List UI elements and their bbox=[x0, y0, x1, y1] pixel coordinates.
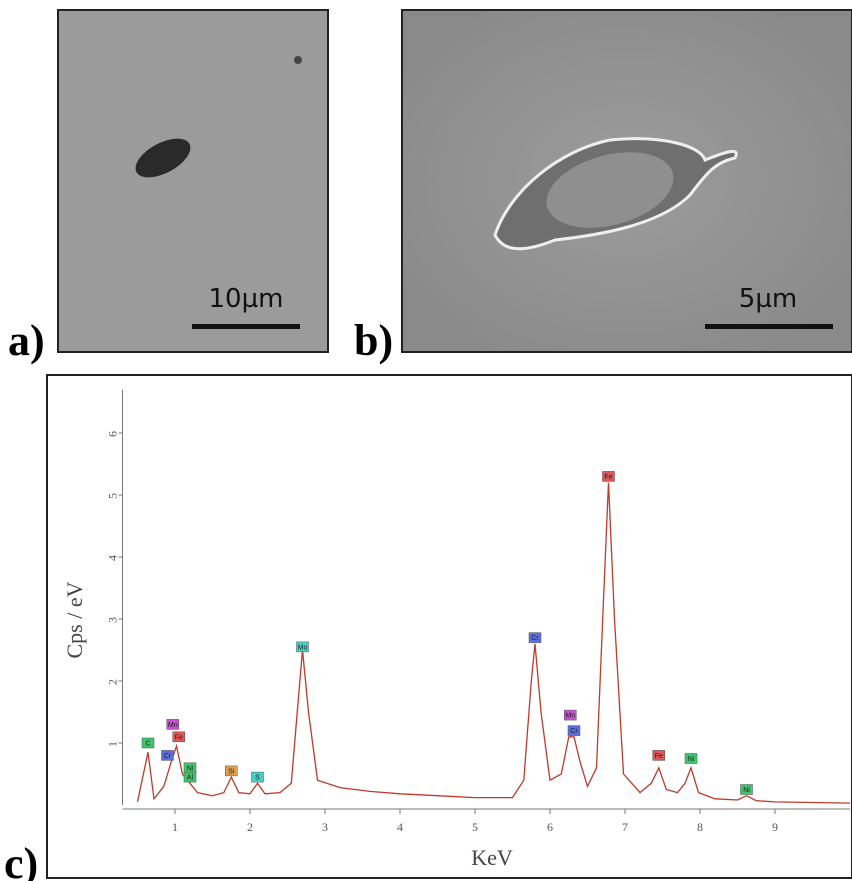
peak-label: C bbox=[145, 741, 150, 748]
peak-label: Fe bbox=[655, 753, 663, 760]
x-tick-label: 1 bbox=[172, 820, 178, 834]
y-tick-label: 1 bbox=[106, 741, 120, 747]
peak-label: Mn bbox=[168, 722, 178, 729]
panel-label: c) bbox=[4, 839, 38, 881]
x-tick-label: 6 bbox=[547, 820, 553, 834]
plot: 1 2 3 4 5 6 1 2 3 4 5 6 7 8 9 C Cr Mn Fe Ni Al Si S Mo Cr Mn Cr Fe F… bbox=[106, 389, 851, 834]
x-tick-label: 8 bbox=[697, 820, 703, 834]
x-tick-label: 7 bbox=[622, 820, 628, 834]
peak-tag bbox=[602, 471, 615, 482]
y-axis-label: Cps / eV bbox=[62, 581, 87, 658]
x-tick-label: 2 bbox=[247, 820, 253, 834]
peak-tag bbox=[225, 765, 238, 777]
peak-tag bbox=[564, 709, 577, 721]
peak-label: S bbox=[255, 775, 260, 782]
peak-label: Si bbox=[228, 768, 235, 775]
peak-label: Fe bbox=[604, 474, 612, 481]
particle bbox=[294, 56, 302, 64]
x-tick-label: 3 bbox=[322, 820, 328, 834]
y-tick-label: 5 bbox=[106, 493, 120, 499]
panel-label: b) bbox=[354, 316, 393, 365]
panel-label: a) bbox=[8, 316, 45, 365]
peak-tag bbox=[740, 784, 753, 795]
peak-tag bbox=[172, 731, 185, 743]
peak-tag bbox=[161, 750, 174, 761]
scale-label: 10µm bbox=[209, 284, 284, 314]
peak-label: Ni bbox=[743, 787, 750, 794]
sem-image-a bbox=[57, 9, 329, 353]
peak-label: Mn bbox=[565, 713, 575, 720]
peak-tag bbox=[251, 771, 264, 783]
peak-label: Ni bbox=[688, 756, 695, 763]
peak-label: Cr bbox=[531, 635, 539, 642]
inclusion-core bbox=[546, 152, 674, 228]
y-tick-label: 4 bbox=[106, 555, 120, 561]
spectrum-line bbox=[136, 482, 851, 804]
peak-tag bbox=[141, 737, 155, 749]
y-tick-label: 6 bbox=[106, 431, 120, 437]
x-tick-label: 9 bbox=[772, 820, 778, 834]
peak-tag bbox=[296, 641, 309, 653]
scale-bar bbox=[705, 324, 833, 329]
peak-label: Mo bbox=[298, 644, 308, 651]
peak-tag bbox=[567, 725, 581, 736]
x-axis-label: KeV bbox=[471, 845, 513, 870]
y-tick-label: 3 bbox=[106, 617, 120, 623]
peak-tag bbox=[528, 632, 542, 643]
x-tick-label: 5 bbox=[472, 820, 478, 834]
peak-tag bbox=[166, 719, 179, 730]
peak-tag bbox=[652, 750, 665, 761]
chart-frame bbox=[46, 374, 852, 879]
scale-bar bbox=[192, 324, 300, 329]
peak-label: Al bbox=[187, 775, 194, 782]
y-tick-label: 2 bbox=[106, 679, 120, 685]
peak-tag bbox=[684, 753, 698, 764]
peak-tag bbox=[183, 771, 197, 783]
peak-label: Cr bbox=[570, 728, 578, 735]
x-tick-label: 4 bbox=[397, 820, 403, 834]
peak-label: Fe bbox=[175, 734, 183, 741]
scale-label: 5µm bbox=[739, 284, 797, 314]
peak-label: Cr bbox=[164, 753, 172, 760]
particle bbox=[135, 138, 191, 178]
peak-label: Ni bbox=[187, 765, 194, 772]
